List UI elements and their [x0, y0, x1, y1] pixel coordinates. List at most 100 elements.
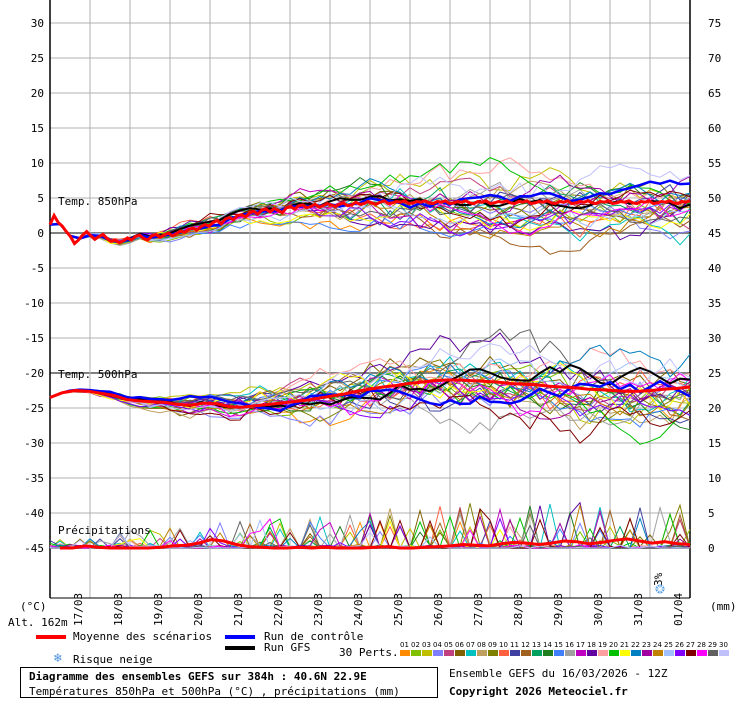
right-tick-label: 0 — [708, 542, 715, 555]
left-tick-label: -40 — [24, 507, 44, 520]
main-series-lines — [48, 179, 691, 550]
right-unit-label: (mm) — [710, 600, 737, 613]
snow-risk-icon: ❄ — [54, 651, 62, 666]
perturbation-id: 05 — [444, 641, 453, 649]
perturbation-swatch — [411, 650, 421, 656]
perturbation-swatch — [400, 650, 410, 656]
pert-t850-line — [49, 192, 691, 242]
run-info: Ensemble GEFS du 16/03/2026 - 12Z — [449, 667, 668, 680]
perturbation-id: 24 — [653, 641, 662, 649]
perturbations-label: 30 Perts. — [339, 646, 399, 659]
perturbation-id: 19 — [598, 641, 607, 649]
left-tick-label: 20 — [31, 87, 44, 100]
perturbation-id: 13 — [532, 641, 541, 649]
perturbation-id: 17 — [576, 641, 585, 649]
left-tick-label: 25 — [31, 52, 44, 65]
perturbation-swatch — [576, 650, 586, 656]
perturbation-id: 26 — [675, 641, 684, 649]
perturbation-swatch — [664, 650, 674, 656]
left-tick-label: -45 — [24, 542, 44, 555]
perturbation-id: 25 — [664, 641, 673, 649]
perturbation-swatch — [455, 650, 465, 656]
perturbation-id: 28 — [697, 641, 706, 649]
perturbation-id: 04 — [433, 641, 442, 649]
perturbation-swatch — [543, 650, 553, 656]
mean-t500-line — [49, 378, 691, 409]
legend-gfs-label: Run GFS — [264, 641, 311, 654]
legend-snow-risk-label: Risque neige — [73, 653, 153, 666]
left-tick-label: -30 — [24, 437, 44, 450]
x-tick-label: 01/04 — [672, 593, 685, 626]
left-tick-label: 10 — [31, 157, 44, 170]
perturbation-swatch — [554, 650, 564, 656]
right-tick-label: 65 — [708, 87, 721, 100]
right-tick-label: 40 — [708, 262, 721, 275]
x-tick-label: 18/03 — [112, 593, 125, 626]
pert-t850-line — [49, 199, 691, 244]
perturbation-swatch — [510, 650, 520, 656]
perturbation-swatch — [653, 650, 663, 656]
perturbation-id: 27 — [686, 641, 695, 649]
x-tick-label: 29/03 — [552, 593, 565, 626]
perturbation-id: 29 — [708, 641, 717, 649]
left-tick-label: -35 — [24, 472, 44, 485]
perturbation-id: 09 — [488, 641, 497, 649]
title-box: Diagramme des ensembles GEFS sur 384h : … — [20, 667, 438, 698]
right-tick-label: 55 — [708, 157, 721, 170]
left-tick-label: -20 — [24, 367, 44, 380]
perturbation-swatch — [433, 650, 443, 656]
snowflake-icon — [655, 584, 665, 594]
x-tick-label: 27/03 — [472, 593, 485, 626]
left-tick-label: -10 — [24, 297, 44, 310]
perturbation-id: 14 — [543, 641, 552, 649]
x-tick-label: 30/03 — [592, 593, 605, 626]
left-tick-label: 30 — [31, 17, 44, 30]
right-tick-label: 20 — [708, 402, 721, 415]
x-tick-label: 19/03 — [152, 593, 165, 626]
right-tick-label: 50 — [708, 192, 721, 205]
right-tick-label: 5 — [708, 507, 715, 520]
perturbation-swatch — [466, 650, 476, 656]
legend-gfs-swatch — [225, 646, 255, 650]
perturbation-id: 20 — [609, 641, 618, 649]
right-tick-label: 10 — [708, 472, 721, 485]
perturbation-id: 06 — [455, 641, 464, 649]
chart-subtitle: Températures 850hPa et 500hPa (°C) , pré… — [29, 685, 400, 698]
x-tick-label: 21/03 — [232, 593, 245, 626]
right-tick-label: 60 — [708, 122, 721, 135]
perturbation-swatch — [708, 650, 718, 656]
perturbation-id: 10 — [499, 641, 508, 649]
left-unit-label: (°C) — [20, 600, 47, 613]
perturbation-swatch — [719, 650, 729, 656]
perturbation-swatch — [631, 650, 641, 656]
copyright: Copyright 2026 Meteociel.fr — [449, 685, 628, 698]
perturbation-swatch — [477, 650, 487, 656]
control-t500-line — [49, 379, 691, 413]
right-tick-label: 45 — [708, 227, 721, 240]
x-tick-label: 17/03 — [72, 593, 85, 626]
perturbation-id: 23 — [642, 641, 651, 649]
perturbation-swatch — [532, 650, 542, 656]
perturbation-swatch — [620, 650, 630, 656]
perturbation-swatch — [422, 650, 432, 656]
perturbation-swatch — [499, 650, 509, 656]
left-tick-label: 0 — [37, 227, 44, 240]
perturbation-swatch — [444, 650, 454, 656]
perturbation-id: 30 — [719, 641, 728, 649]
perturbation-id: 21 — [620, 641, 629, 649]
mean-precip-line — [60, 537, 691, 550]
perturbation-id: 08 — [477, 641, 486, 649]
x-tick-label: 31/03 — [632, 593, 645, 626]
x-axis-ticks: 17/03 18/03 19/03 20/03 21/03 22/03 23/03 24/03… — [72, 593, 685, 626]
perturbation-id: 15 — [554, 641, 563, 649]
chart-title: Diagramme des ensembles GEFS sur 384h : … — [29, 670, 367, 683]
mean-t850-line — [48, 199, 691, 246]
perturbation-id: 01 — [400, 641, 409, 649]
left-tick-label: 5 — [37, 192, 44, 205]
legend-mean-swatch — [36, 635, 66, 639]
pert-t850-line — [49, 163, 691, 244]
perturbation-swatch — [697, 650, 707, 656]
t850-section-label: Temp. 850hPa — [58, 195, 137, 208]
perturbation-id: 02 — [411, 641, 420, 649]
